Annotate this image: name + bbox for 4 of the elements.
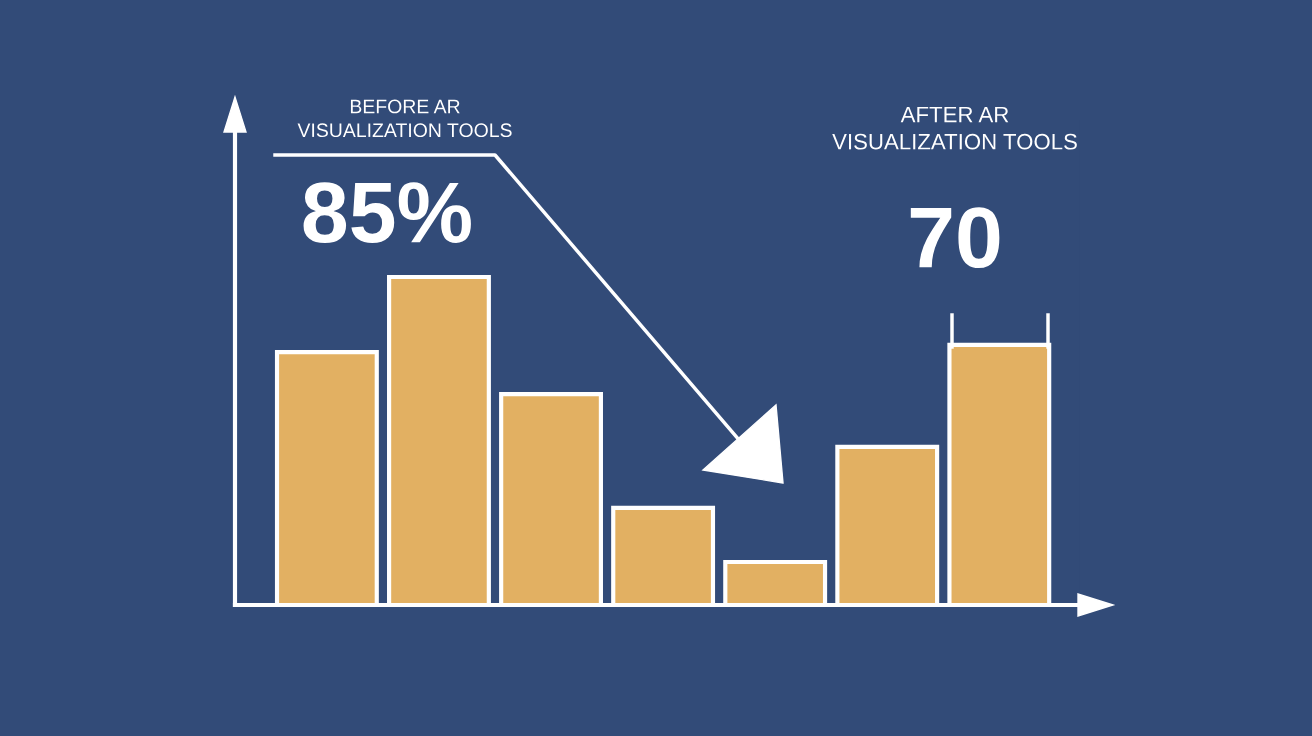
text: 70 — [910, 207, 1000, 269]
text: BEFORE AR VISUALIZATION TOOLS — [297, 99, 512, 138]
text: AFTER AR VISUALIZATION TOOLS — [832, 106, 1077, 150]
text: 85% — [303, 182, 471, 244]
